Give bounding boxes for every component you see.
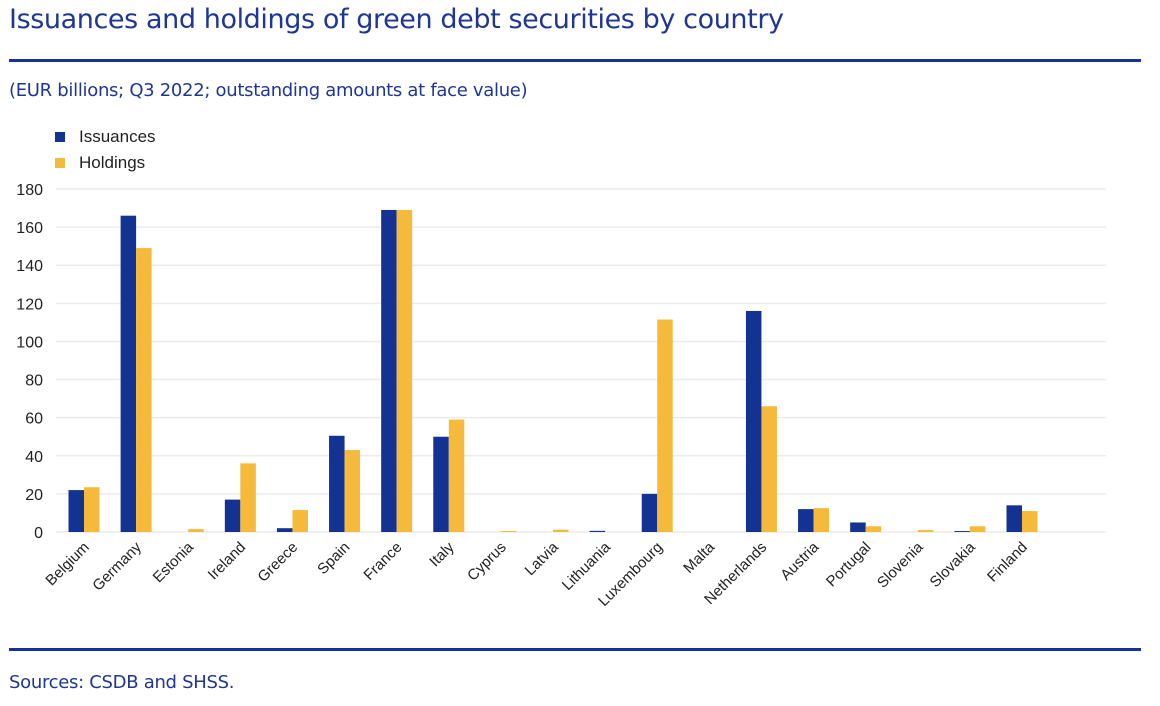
- x-tick-label: Finland: [984, 539, 1031, 586]
- x-tick-label: Spain: [314, 539, 353, 578]
- x-tick-label: Germany: [89, 538, 145, 594]
- bar-holdings-slovenia: [917, 530, 934, 532]
- title-divider: [9, 59, 1141, 62]
- gridlines: [56, 188, 1106, 533]
- bar-holdings-greece: [292, 510, 308, 532]
- bar-issuances-finland: [1006, 505, 1022, 532]
- y-axis-ticks: 0 20 40 60 80 100 120 140 160 180: [16, 182, 43, 542]
- bar-issuances-germany: [120, 215, 137, 532]
- bar-issuances-france: [381, 209, 397, 532]
- x-tick-label: Greece: [254, 539, 301, 586]
- bar-issuances-spain: [329, 435, 345, 532]
- bar-holdings-cyprus: [500, 531, 517, 532]
- bar-holdings-belgium: [84, 487, 100, 532]
- bar-issuances-luxembourg: [641, 493, 658, 532]
- source-note: Sources: CSDB and SHSS.: [9, 672, 235, 693]
- x-tick-label: Austria: [777, 538, 822, 583]
- legend-item-holdings: Holdings: [55, 150, 156, 176]
- chart-subtitle: (EUR billions; Q3 2022; outstanding amou…: [9, 80, 528, 101]
- x-tick-label: Ireland: [205, 539, 249, 583]
- legend-label-issuances: Issuances: [79, 127, 156, 146]
- y-tick-label: 20: [25, 487, 43, 504]
- bar-issuances-ireland: [224, 499, 241, 532]
- bar-issuances-netherlands: [745, 310, 762, 532]
- bar-issuances-austria: [798, 509, 814, 532]
- chart-legend: Issuances Holdings: [55, 124, 156, 176]
- bar-holdings-finland: [1022, 511, 1038, 532]
- bar-holdings-germany: [136, 248, 152, 533]
- bar-holdings-italy: [448, 419, 465, 532]
- y-tick-label: 120: [16, 296, 43, 313]
- bar-holdings-luxembourg: [657, 319, 673, 532]
- y-tick-label: 180: [16, 182, 43, 199]
- x-tick-label: Malta: [680, 538, 718, 576]
- bar-issuances-slovakia: [954, 531, 970, 532]
- legend-swatch-holdings: [55, 158, 65, 168]
- bar-issuances-lithuania: [589, 530, 606, 532]
- bar-holdings-ireland: [240, 463, 256, 532]
- bar-issuances-portugal: [850, 522, 866, 532]
- y-tick-label: 40: [25, 449, 43, 466]
- bar-holdings-austria: [813, 508, 830, 532]
- bar-issuances-greece: [276, 528, 293, 532]
- bar-holdings-estonia: [188, 529, 204, 532]
- x-tick-label: Portugal: [823, 539, 875, 591]
- bar-holdings-slovakia: [969, 526, 986, 532]
- x-tick-label: Italy: [426, 538, 458, 570]
- y-tick-label: 80: [25, 373, 43, 390]
- y-tick-label: 160: [16, 220, 43, 237]
- y-tick-label: 100: [16, 334, 43, 351]
- bar-holdings-netherlands: [761, 406, 777, 532]
- bar-issuances-belgium: [68, 490, 84, 532]
- y-tick-label: 60: [25, 411, 43, 428]
- x-tick-label: Cyprus: [464, 539, 510, 585]
- bar-holdings-latvia: [553, 529, 569, 532]
- x-tick-label: Estonia: [150, 538, 198, 586]
- bars: [68, 209, 1038, 533]
- x-tick-label: Slovakia: [927, 538, 980, 591]
- bar-issuances-italy: [433, 436, 449, 532]
- x-tick-label: Latvia: [522, 538, 563, 579]
- x-tick-label: France: [360, 539, 405, 584]
- legend-item-issuances: Issuances: [55, 124, 156, 150]
- legend-swatch-issuances: [55, 132, 65, 142]
- x-tick-label: Slovenia: [874, 538, 927, 591]
- y-tick-label: 140: [16, 258, 43, 275]
- page-title: Issuances and holdings of green debt sec…: [9, 4, 784, 35]
- bar-holdings-france: [396, 209, 413, 532]
- x-tick-label: Belgium: [42, 539, 92, 589]
- legend-label-holdings: Holdings: [79, 153, 146, 172]
- footer-divider: [9, 648, 1141, 651]
- bar-holdings-portugal: [865, 526, 882, 532]
- bar-holdings-spain: [344, 450, 361, 532]
- y-tick-label: 0: [34, 525, 43, 542]
